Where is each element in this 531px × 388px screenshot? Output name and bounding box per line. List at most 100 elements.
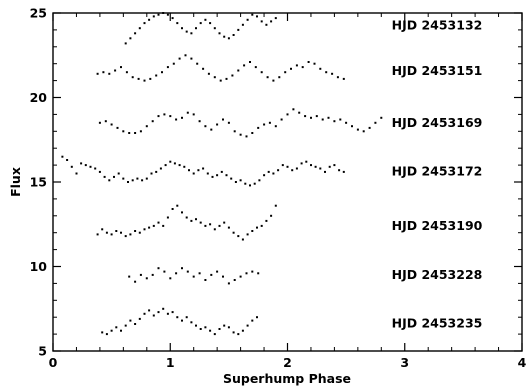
- data-point: [313, 62, 316, 65]
- x-tick-label: 2: [283, 355, 292, 370]
- data-point: [124, 235, 127, 238]
- data-point: [195, 324, 197, 327]
- data-point: [105, 231, 108, 234]
- data-point: [274, 125, 277, 128]
- data-point: [280, 118, 283, 121]
- data-point: [166, 66, 169, 69]
- data-point: [159, 167, 162, 170]
- data-point: [321, 118, 324, 121]
- series-labels: HJD 2453132 HJD 2453151 HJD 2453169 HJD 245…: [392, 17, 483, 330]
- data-point: [129, 319, 132, 322]
- data-point: [155, 170, 158, 173]
- data-point: [183, 165, 186, 168]
- data-point: [148, 309, 151, 312]
- data-point: [241, 238, 244, 241]
- data-point: [256, 15, 258, 18]
- data-point: [216, 174, 219, 177]
- data-point: [267, 170, 270, 173]
- data-point: [204, 18, 207, 21]
- data-point: [162, 12, 165, 14]
- data-point: [260, 224, 263, 227]
- data-point: [274, 204, 277, 207]
- data-point: [185, 316, 188, 319]
- data-point: [152, 224, 155, 227]
- data-point: [327, 116, 330, 119]
- data-point: [210, 128, 213, 131]
- data-point: [204, 125, 207, 128]
- data-point: [239, 133, 242, 136]
- data-point: [190, 32, 193, 35]
- data-point: [290, 67, 292, 70]
- data-point: [138, 231, 141, 234]
- data-point: [157, 115, 160, 118]
- data-point: [223, 35, 226, 38]
- data-point: [192, 172, 195, 175]
- data-point: [227, 37, 230, 40]
- data-point: [356, 128, 359, 131]
- y-tick-label: 15: [30, 175, 47, 190]
- data-point: [181, 211, 183, 214]
- data-point: [232, 231, 235, 234]
- data-point: [143, 228, 146, 231]
- data-point: [216, 123, 219, 126]
- data-point: [181, 27, 183, 30]
- data-point: [155, 74, 158, 77]
- data-point: [104, 120, 107, 123]
- data-point: [292, 108, 295, 111]
- data-point: [192, 113, 195, 116]
- data-point: [184, 54, 187, 57]
- data-point: [128, 275, 131, 278]
- data-point: [188, 169, 190, 172]
- data-point: [249, 61, 251, 63]
- data-point: [244, 182, 247, 185]
- data-point: [227, 282, 230, 285]
- data-point: [204, 224, 207, 227]
- data-point: [198, 272, 201, 275]
- data-point: [175, 118, 178, 121]
- data-point: [263, 174, 266, 177]
- series-label: HJD 2453228: [392, 267, 483, 282]
- data-point: [169, 160, 172, 163]
- data-point: [70, 165, 73, 168]
- data-point: [295, 64, 298, 67]
- data-point: [304, 115, 307, 118]
- data-point: [256, 226, 258, 229]
- data-point: [272, 172, 275, 175]
- data-point: [185, 216, 188, 219]
- data-point: [163, 113, 166, 116]
- data-point: [253, 182, 256, 185]
- x-tick-label: 3: [400, 355, 409, 370]
- data-point: [186, 270, 189, 273]
- data-point: [98, 170, 101, 173]
- data-point: [102, 71, 105, 74]
- data-point: [171, 17, 174, 20]
- data-point: [225, 77, 228, 80]
- data-point: [103, 175, 106, 178]
- y-axis-title: Flux: [8, 167, 23, 197]
- x-tick-label: 1: [166, 355, 175, 370]
- data-point: [162, 224, 165, 227]
- data-point: [185, 30, 188, 33]
- data-point: [145, 125, 148, 128]
- x-axis-title: Superhump Phase: [223, 371, 351, 386]
- data-point: [270, 20, 273, 23]
- data-point: [143, 22, 146, 25]
- data-point: [136, 177, 139, 180]
- data-point: [246, 324, 249, 327]
- data-point: [251, 319, 254, 322]
- data-point: [333, 164, 336, 167]
- data-point: [94, 167, 97, 170]
- data-point: [325, 71, 328, 74]
- data-point: [277, 169, 280, 172]
- data-point: [96, 233, 99, 236]
- data-point: [204, 326, 207, 329]
- data-point: [286, 113, 289, 116]
- data-point: [202, 67, 205, 70]
- data-point: [195, 27, 197, 30]
- data-point: [124, 42, 127, 45]
- data-point: [137, 77, 140, 80]
- data-point: [120, 66, 122, 69]
- data-points: [61, 12, 383, 336]
- data-point: [138, 27, 141, 30]
- data-point: [134, 280, 137, 283]
